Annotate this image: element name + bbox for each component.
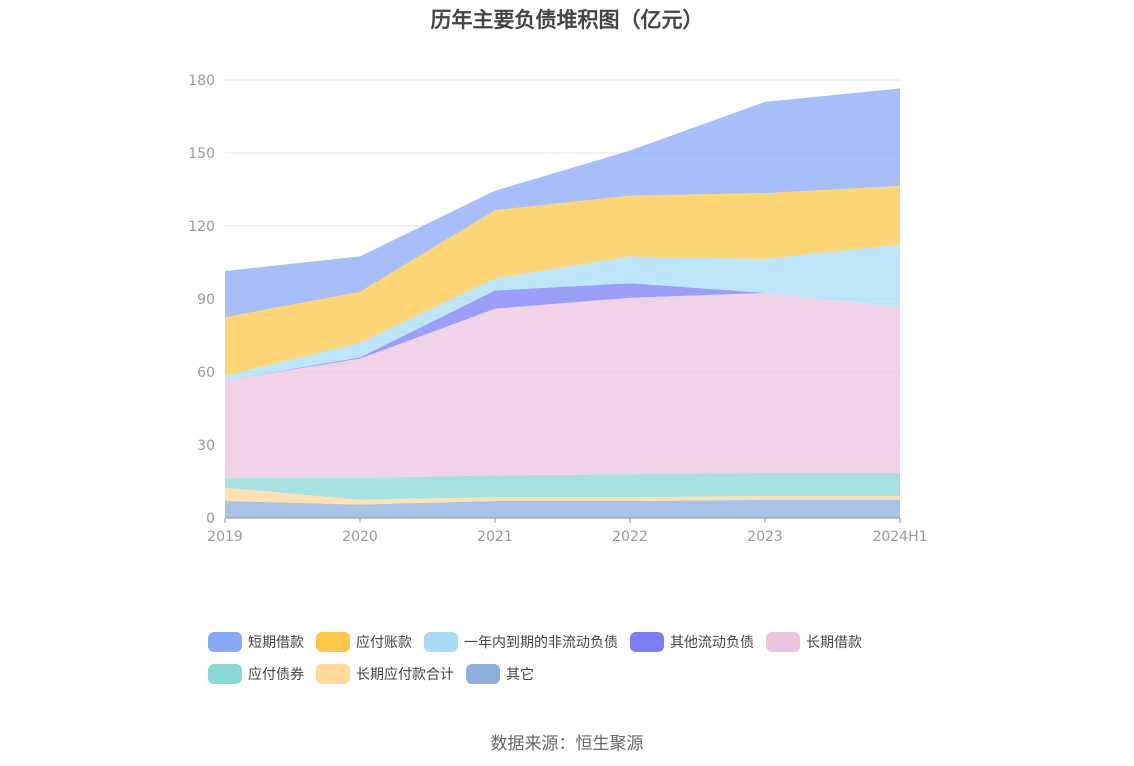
legend-label: 短期借款: [248, 635, 304, 651]
area-series: [225, 88, 900, 318]
area-series: [225, 473, 900, 500]
x-tick-label: 2023: [747, 529, 783, 545]
legend-item[interactable]: 短期借款: [208, 632, 304, 652]
y-tick-label: 60: [197, 365, 215, 381]
legend-item[interactable]: 其他流动负债: [630, 632, 754, 652]
x-tick-label: 2022: [612, 529, 648, 545]
legend-label: 长期借款: [806, 635, 862, 651]
legend-label: 应付账款: [356, 635, 412, 651]
x-tick-label: 2024H1: [872, 529, 927, 545]
legend-label: 长期应付款合计: [356, 667, 454, 683]
legend-swatch: [630, 632, 664, 652]
area-series: [225, 283, 900, 381]
legend-label: 其他流动负债: [670, 635, 754, 651]
y-tick-label: 120: [188, 219, 215, 235]
chart-legend: 短期借款 应付账款 一年内到期的非流动负债 其他流动负债 长期借款应付债券 长期应付款合计…: [208, 632, 968, 684]
y-tick-label: 0: [206, 511, 215, 527]
area-series: [225, 244, 900, 381]
legend-swatch: [208, 632, 242, 652]
area-series: [225, 487, 900, 505]
legend-item[interactable]: 应付账款: [316, 632, 412, 652]
area-series: [225, 185, 900, 376]
legend-label: 一年内到期的非流动负债: [464, 635, 618, 651]
area-series: [225, 292, 900, 478]
chart-title: 历年主要负债堆积图（亿元）: [430, 8, 704, 32]
y-tick-label: 90: [197, 292, 215, 308]
legend-swatch: [316, 632, 350, 652]
y-tick-label: 150: [188, 146, 215, 162]
x-tick-label: 2020: [342, 529, 378, 545]
legend-item[interactable]: 长期应付款合计: [316, 664, 454, 684]
legend-swatch: [466, 664, 500, 684]
y-tick-label: 30: [197, 438, 215, 454]
x-tick-label: 2019: [207, 529, 243, 545]
y-tick-label: 180: [188, 73, 215, 89]
legend-label: 其它: [506, 667, 534, 683]
data-source: 数据来源：恒生聚源: [490, 734, 644, 754]
x-tick-label: 2021: [477, 529, 513, 545]
legend-label: 应付债券: [248, 667, 304, 683]
legend-swatch: [424, 632, 458, 652]
legend-swatch: [766, 632, 800, 652]
legend-item[interactable]: 其它: [466, 664, 534, 684]
legend-swatch: [316, 664, 350, 684]
legend-item[interactable]: 应付债券: [208, 664, 304, 684]
area-series: [225, 499, 900, 518]
legend-item[interactable]: 长期借款: [766, 632, 862, 652]
legend-swatch: [208, 664, 242, 684]
legend-item[interactable]: 一年内到期的非流动负债: [424, 632, 618, 652]
